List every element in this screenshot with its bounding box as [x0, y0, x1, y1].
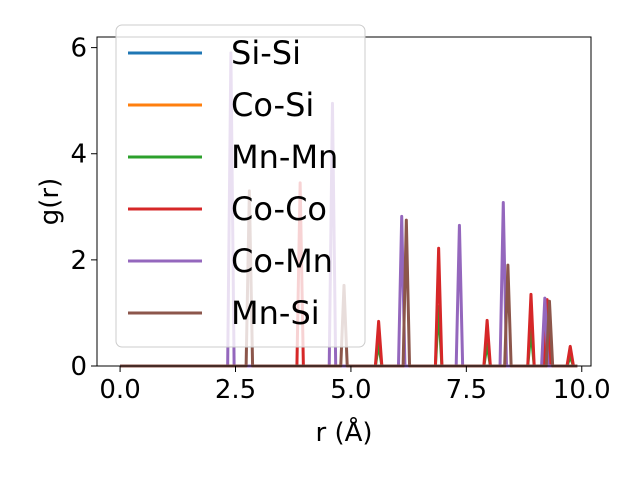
y-tick-label: 6 [70, 34, 87, 64]
legend-label: Si-Si [231, 34, 301, 72]
legend-label: Co-Co [231, 190, 327, 228]
legend-label: Mn-Mn [231, 138, 338, 176]
legend-label: Co-Si [231, 86, 314, 124]
y-axis-label: g(r) [35, 178, 65, 225]
x-tick-label: 2.5 [215, 375, 256, 405]
legend: Si-Si Co-Si Mn-Mn Co-Co Co-Mn Mn-Si [115, 24, 366, 348]
x-tick-label: 0.0 [99, 375, 140, 405]
legend-label: Mn-Si [231, 294, 320, 332]
x-axis: 0.0 2.5 5.0 7.5 10.0 [99, 366, 611, 405]
x-tick-label: 5.0 [330, 375, 371, 405]
x-tick-label: 10.0 [553, 375, 611, 405]
x-tick-label: 7.5 [446, 375, 487, 405]
legend-label: Co-Mn [231, 242, 333, 280]
y-tick-label: 4 [70, 140, 87, 170]
y-tick-label: 0 [70, 352, 87, 382]
y-tick-label: 2 [70, 246, 87, 276]
x-axis-label: r (Å) [315, 416, 372, 448]
y-axis: 0 2 4 6 [70, 34, 97, 382]
